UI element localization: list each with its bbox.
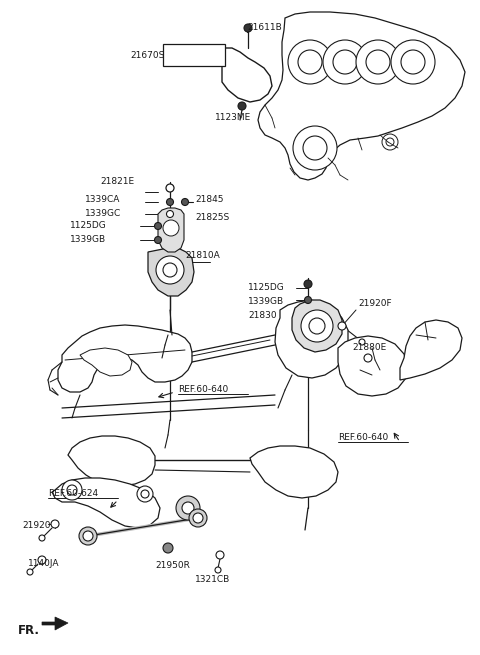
- Text: 21845: 21845: [195, 195, 224, 204]
- Circle shape: [166, 184, 174, 192]
- Circle shape: [163, 263, 177, 277]
- Circle shape: [189, 509, 207, 527]
- Polygon shape: [68, 436, 155, 486]
- Circle shape: [293, 126, 337, 170]
- Circle shape: [356, 40, 400, 84]
- Text: 1125DG: 1125DG: [70, 221, 107, 231]
- Polygon shape: [158, 208, 184, 252]
- Circle shape: [167, 210, 173, 217]
- Circle shape: [27, 569, 33, 575]
- Circle shape: [382, 134, 398, 150]
- Circle shape: [156, 256, 184, 284]
- Text: 1339GB: 1339GB: [70, 234, 106, 244]
- Polygon shape: [222, 48, 272, 102]
- Circle shape: [216, 551, 224, 559]
- Circle shape: [67, 485, 77, 495]
- Circle shape: [176, 496, 200, 520]
- Circle shape: [338, 322, 346, 330]
- Circle shape: [39, 535, 45, 541]
- Circle shape: [141, 490, 149, 498]
- Circle shape: [51, 520, 59, 528]
- Text: REF.60-624: REF.60-624: [48, 489, 98, 498]
- Circle shape: [323, 40, 367, 84]
- Circle shape: [304, 280, 312, 288]
- Polygon shape: [42, 617, 68, 630]
- Text: 21950R: 21950R: [155, 561, 190, 569]
- Text: 21670S: 21670S: [130, 50, 164, 60]
- Circle shape: [303, 136, 327, 160]
- Circle shape: [244, 24, 252, 32]
- Text: FR.: FR.: [18, 624, 40, 637]
- Text: 1339GC: 1339GC: [85, 208, 121, 217]
- Text: REF.60-640: REF.60-640: [338, 434, 388, 443]
- Polygon shape: [58, 325, 192, 392]
- Circle shape: [298, 50, 322, 74]
- Text: 21830: 21830: [248, 312, 276, 320]
- Circle shape: [79, 527, 97, 545]
- Text: 1123ME: 1123ME: [215, 113, 251, 122]
- Polygon shape: [80, 348, 132, 376]
- Polygon shape: [338, 336, 408, 396]
- Polygon shape: [250, 446, 338, 498]
- Circle shape: [309, 318, 325, 334]
- Circle shape: [62, 480, 82, 500]
- Text: 1339CA: 1339CA: [85, 195, 120, 204]
- Circle shape: [359, 339, 365, 345]
- Circle shape: [193, 513, 203, 523]
- Text: 21920F: 21920F: [358, 299, 392, 309]
- Circle shape: [391, 40, 435, 84]
- Circle shape: [167, 198, 173, 206]
- Text: 21920: 21920: [22, 521, 50, 529]
- Circle shape: [215, 567, 221, 573]
- Circle shape: [364, 354, 372, 362]
- Circle shape: [301, 310, 333, 342]
- Circle shape: [366, 50, 390, 74]
- Text: 21880E: 21880E: [352, 343, 386, 352]
- Circle shape: [83, 531, 93, 541]
- Polygon shape: [148, 248, 194, 296]
- Text: 1125DG: 1125DG: [248, 284, 285, 293]
- Polygon shape: [258, 12, 465, 180]
- Circle shape: [155, 223, 161, 229]
- Circle shape: [163, 220, 179, 236]
- Text: 1321CB: 1321CB: [195, 576, 230, 584]
- Circle shape: [155, 236, 161, 244]
- Text: 1339GB: 1339GB: [248, 297, 284, 307]
- Circle shape: [401, 50, 425, 74]
- Polygon shape: [400, 320, 462, 380]
- Circle shape: [386, 138, 394, 146]
- Circle shape: [182, 502, 194, 514]
- Circle shape: [137, 486, 153, 502]
- Text: 21611B: 21611B: [247, 24, 282, 33]
- Circle shape: [333, 50, 357, 74]
- Circle shape: [38, 556, 46, 564]
- Circle shape: [181, 198, 189, 206]
- Text: REF.60-640: REF.60-640: [178, 386, 228, 394]
- Circle shape: [304, 297, 312, 303]
- Circle shape: [288, 40, 332, 84]
- Text: 21810A: 21810A: [185, 250, 220, 259]
- Circle shape: [238, 102, 246, 110]
- Bar: [163, 44, 225, 66]
- Text: 21825S: 21825S: [195, 214, 229, 223]
- Circle shape: [163, 543, 173, 553]
- Text: 1140JA: 1140JA: [28, 559, 60, 567]
- Polygon shape: [292, 300, 342, 352]
- Polygon shape: [52, 478, 160, 528]
- Text: 21821E: 21821E: [100, 178, 134, 187]
- Polygon shape: [275, 300, 348, 378]
